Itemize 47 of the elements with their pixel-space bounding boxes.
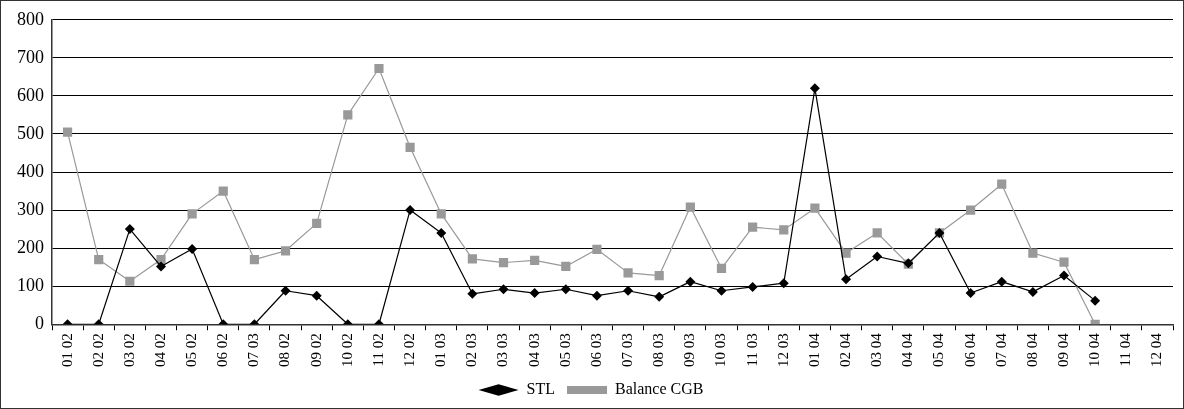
x-tick-label: 08 03 [650, 333, 667, 367]
x-tick-label: 03 04 [868, 332, 885, 367]
x-tick-label: 12 03 [774, 333, 791, 367]
x-tick-label: 02 04 [836, 332, 853, 367]
x-tick-label: 05 04 [930, 332, 947, 367]
y-tick-label: 300 [17, 198, 44, 219]
x-tick-label: 08 04 [1023, 332, 1040, 367]
x-tick-label: 07 03 [245, 333, 262, 367]
x-tick-label: 01 03 [432, 333, 449, 367]
x-tick-label: 02 02 [89, 333, 106, 367]
x-tick-label: 10 03 [712, 333, 729, 367]
y-tick-label: 400 [17, 160, 44, 181]
x-tick-label: 08 02 [276, 333, 293, 367]
y-tick-label: 600 [17, 84, 44, 105]
x-tick-label: 06 03 [587, 333, 604, 367]
x-tick-label: 04 03 [525, 333, 542, 367]
x-tick-label: 05 03 [556, 333, 573, 367]
y-tick-label: 800 [17, 8, 44, 29]
y-tick-label: 700 [17, 46, 44, 67]
x-tick-label: 07 04 [992, 332, 1009, 367]
x-tick-label: 12 02 [401, 333, 418, 367]
x-tick-label: 11 04 [1117, 332, 1134, 367]
x-tick-label: 12 04 [1148, 332, 1165, 367]
x-tick-label: 03 02 [120, 333, 137, 367]
x-tick-label: 11 03 [743, 333, 760, 367]
x-tick-label: 04 04 [899, 332, 916, 367]
legend-label: STL [526, 380, 556, 398]
y-tick-label: 100 [17, 274, 44, 295]
y-tick-label: 200 [17, 236, 44, 257]
x-tick-label: 09 03 [681, 333, 698, 367]
x-tick-label: 01 04 [805, 332, 822, 367]
x-tick-label: 09 04 [1054, 332, 1071, 367]
x-tick-label: 02 03 [463, 333, 480, 367]
x-tick-label: 09 02 [307, 333, 324, 367]
x-tick-label: 06 02 [214, 333, 231, 367]
legend-label: Balance CGB [615, 380, 704, 398]
x-tick-label: 06 04 [961, 332, 978, 367]
x-tick-label: 10 04 [1086, 332, 1103, 367]
x-tick-label: 01 02 [58, 333, 75, 367]
y-tick-label: 0 [35, 312, 44, 333]
x-tick-label: 07 03 [619, 333, 636, 367]
x-tick-label: 11 02 [369, 333, 386, 367]
x-tick-label: 05 02 [183, 333, 200, 367]
x-tick-label: 03 03 [494, 333, 511, 367]
x-tick-label: 04 02 [151, 333, 168, 367]
x-tick-label: 10 02 [338, 333, 355, 367]
y-tick-label: 500 [17, 122, 44, 143]
